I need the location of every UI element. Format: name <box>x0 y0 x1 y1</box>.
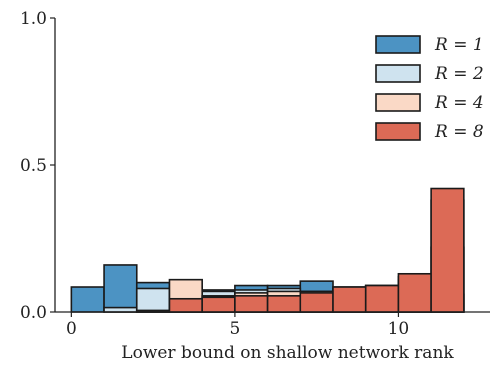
legend-label: R = 4 <box>434 93 484 113</box>
legend-label: R = 2 <box>434 64 484 84</box>
bar-R1-bin-1 <box>103 264 138 313</box>
bar-R8-bin-9 <box>364 284 400 313</box>
legend-label: R = 8 <box>434 122 484 142</box>
bar-R8-bin-11 <box>430 187 465 313</box>
bar-R8-bin-3 <box>168 297 203 313</box>
legend-swatch <box>375 64 421 83</box>
x-tick-label: 5 <box>229 319 240 339</box>
legend-swatch <box>375 93 421 112</box>
x-tick-label: 0 <box>66 319 77 339</box>
x-axis-label: Lower bound on shallow network rank <box>121 343 454 363</box>
bar-R2-bin-2 <box>135 287 171 313</box>
y-tick-label: 1.0 <box>20 9 47 29</box>
bar-R8-bin-10 <box>397 272 432 313</box>
bars-group <box>70 187 465 313</box>
bar-R8-bin-5 <box>234 295 269 313</box>
legend-swatch <box>375 35 421 54</box>
bar-R1-bin-0 <box>70 286 105 313</box>
bar-R8-bin-7 <box>299 292 334 313</box>
y-tick-label: 0.5 <box>20 156 47 176</box>
bar-R8-bin-6 <box>266 295 302 313</box>
legend-label: R = 1 <box>434 35 484 55</box>
bar-R8-bin-4 <box>201 296 236 313</box>
legend: R = 1 R = 2 R = 4 R = 8 <box>375 35 484 142</box>
legend-swatch <box>375 122 421 141</box>
y-tick-label: 0.0 <box>20 303 47 323</box>
bar-R2-bin-1 <box>103 306 138 313</box>
bar-R8-bin-8 <box>332 286 367 313</box>
x-ticks-group: 0 5 10 <box>66 312 409 339</box>
y-ticks-group: 0.0 0.5 1.0 <box>20 9 55 323</box>
x-tick-label: 10 <box>388 319 410 339</box>
